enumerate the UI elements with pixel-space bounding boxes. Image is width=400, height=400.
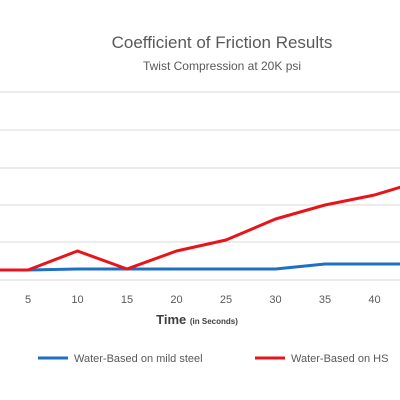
x-tick-label: 5 [25,294,31,306]
x-axis-title: Time (in Seconds) [156,312,238,327]
x-axis-label-unit: (in Seconds) [190,317,238,326]
x-tick-label: 30 [269,294,281,306]
x-tick-labels: 5 10 15 20 25 30 35 40 [25,294,381,306]
legend-label-mild-steel: Water-Based on mild steel [74,353,203,365]
legend-label-hs: Water-Based on HS [291,353,388,365]
x-tick-label: 15 [121,294,133,306]
x-tick-label: 10 [71,294,83,306]
x-axis-label: Time [156,312,186,327]
x-tick-label: 25 [220,294,232,306]
x-tick-label: 35 [319,294,331,306]
x-tick-label: 40 [368,294,380,306]
series-lines [0,185,400,272]
series-line-1 [0,185,400,272]
chart-title: Coefficient of Friction Results [112,33,333,52]
series-line-0 [0,262,400,272]
gridlines [0,91,400,281]
chart-subtitle: Twist Compression at 20K psi [143,59,301,73]
x-tick-label: 20 [170,294,182,306]
legend: Water-Based on mild steel Water-Based on… [38,353,388,365]
